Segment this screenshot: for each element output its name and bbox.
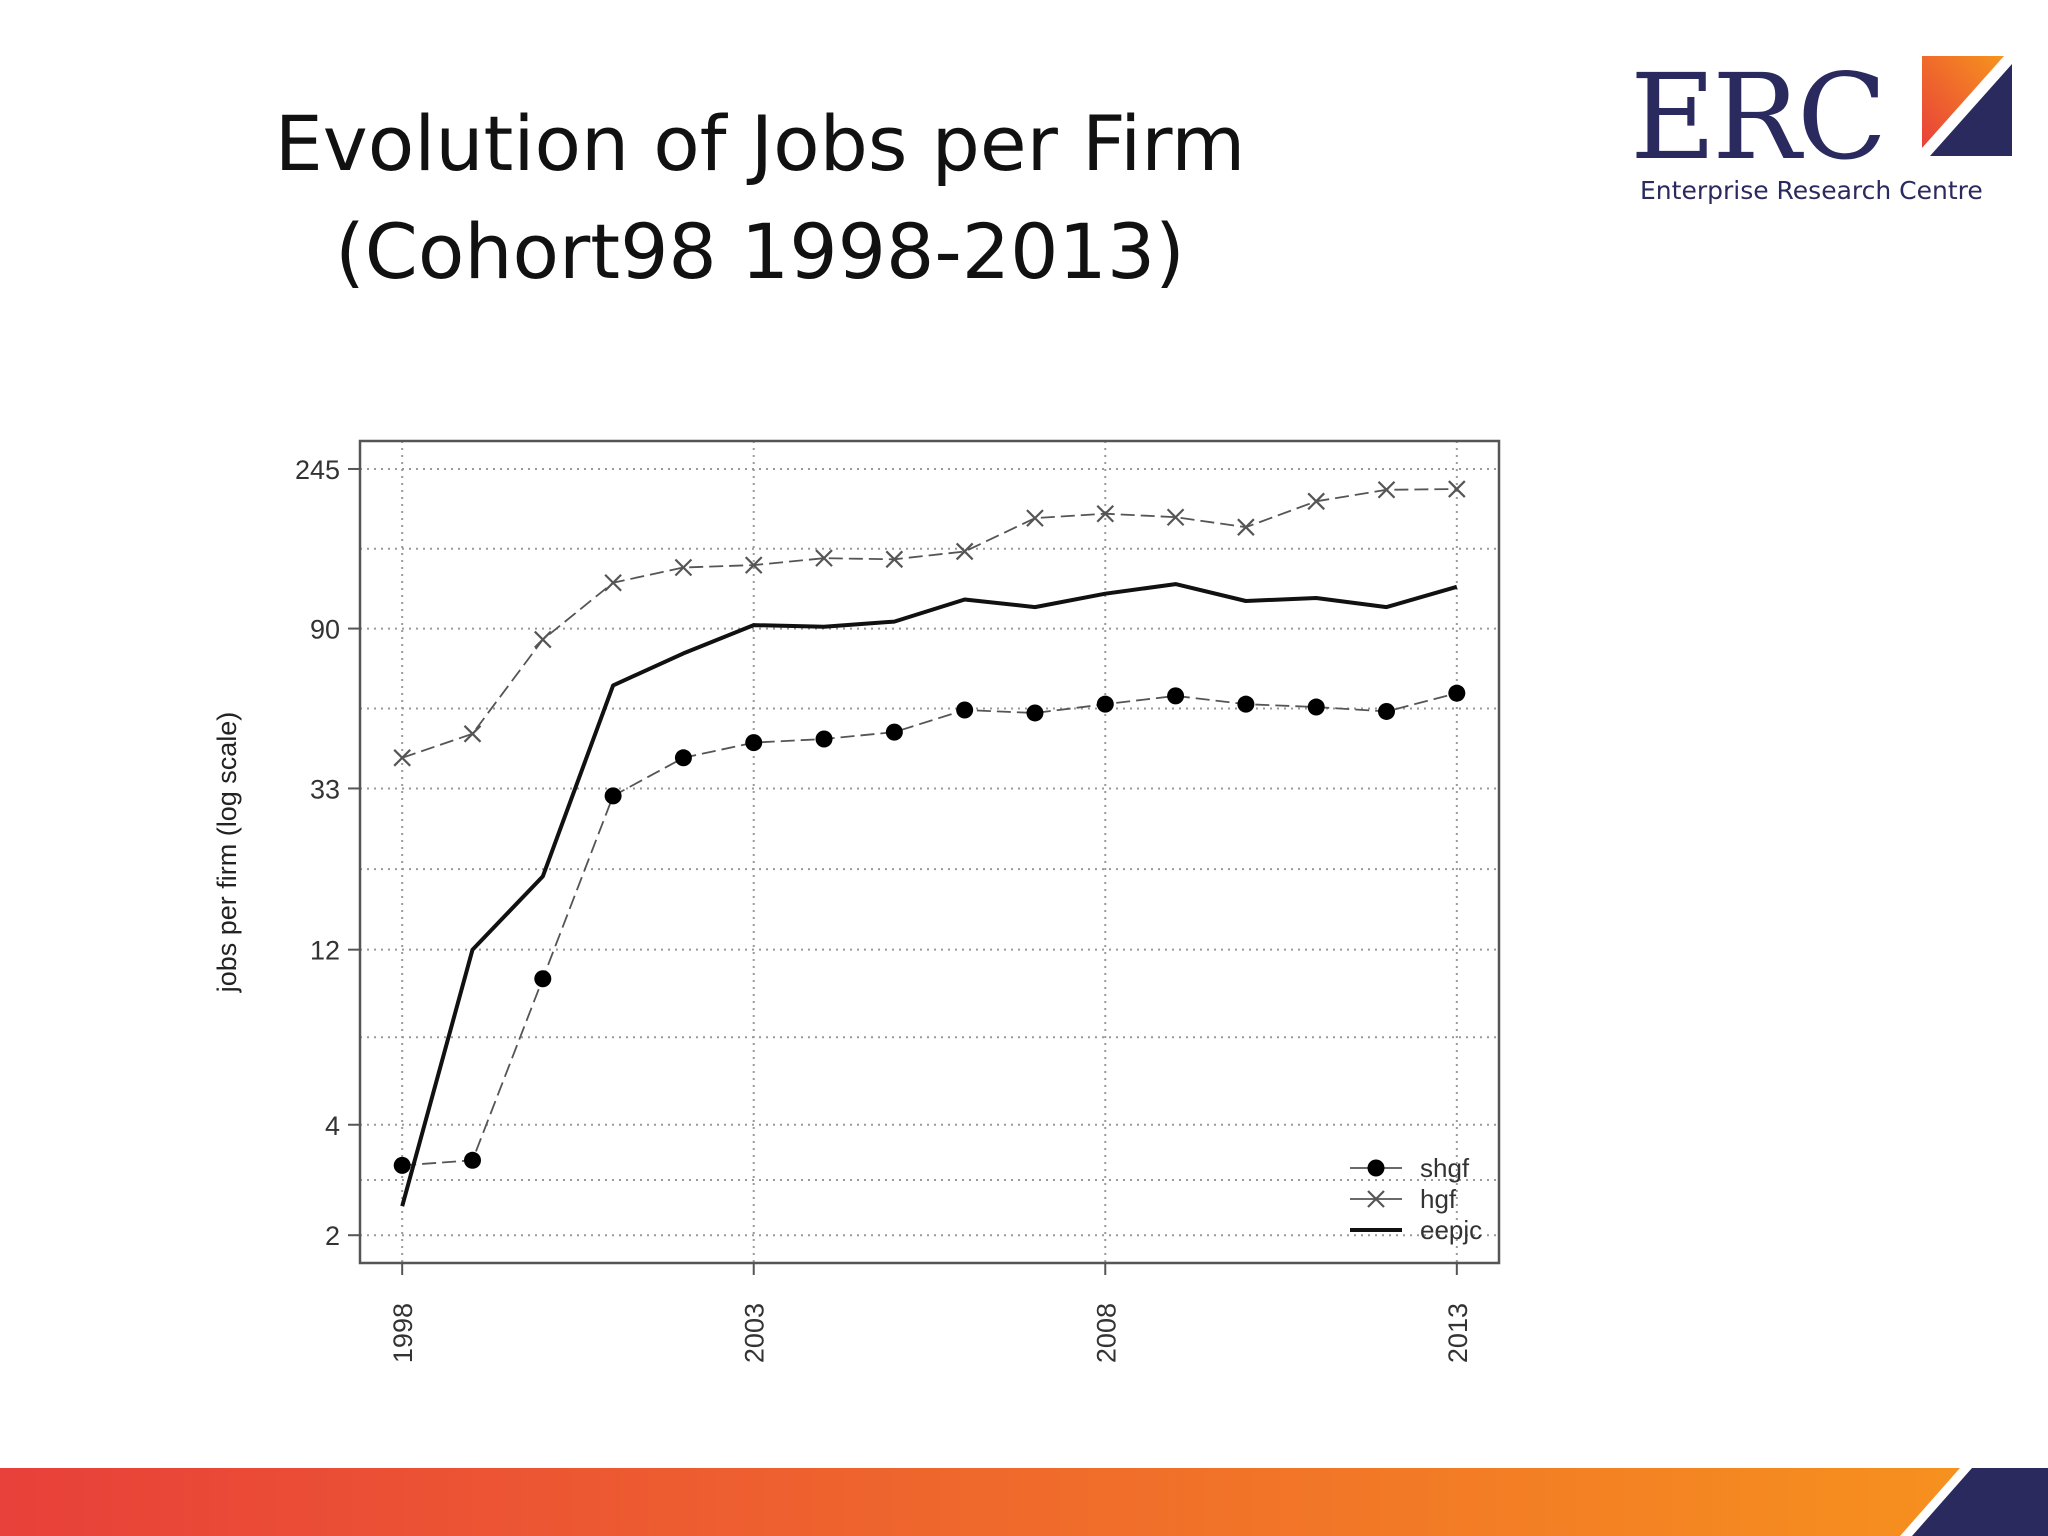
legend-label: hgf: [1420, 1184, 1457, 1214]
series-line: [401, 488, 1457, 759]
series-line: [400, 582, 1458, 1207]
data-point: [745, 734, 763, 752]
data-point: [534, 970, 552, 988]
logo-tagline: Enterprise Research Centre: [1640, 176, 1983, 205]
data-point-stroke: [955, 542, 974, 561]
data-point-stroke: [885, 550, 904, 569]
x-tick-label: 1998: [388, 1303, 418, 1363]
legend-label: shgf: [1420, 1153, 1470, 1183]
data-point: [674, 558, 693, 577]
data-point: [674, 749, 692, 767]
data-point-stroke: [1237, 518, 1255, 536]
data-point: [885, 723, 903, 741]
slide-title: Evolution of Jobs per Firm (Cohort98 199…: [180, 90, 1340, 306]
erc-logo: ERC Enterprise Research Centre: [1630, 48, 2012, 222]
data-point-stroke: [534, 630, 552, 649]
data-point-stroke: [1166, 508, 1185, 526]
data-point-stroke: [674, 558, 693, 577]
data-point: [815, 730, 833, 748]
legend-item-shgf: shgf: [1350, 1153, 1470, 1183]
data-point: [463, 725, 482, 743]
data-point: [1448, 480, 1466, 498]
series-shgf: [393, 684, 1466, 1174]
y-tick-label: 4: [325, 1111, 340, 1141]
data-point-stroke: [463, 725, 482, 743]
data-point: [1237, 695, 1255, 713]
data-point-stroke: [1096, 504, 1115, 523]
data-point-stroke: [604, 573, 622, 592]
data-point: [744, 556, 763, 574]
y-tick-label: 2: [325, 1221, 340, 1251]
data-point: [955, 542, 974, 561]
data-point-stroke: [1448, 480, 1466, 498]
data-point: [393, 749, 411, 767]
data-point-stroke: [1026, 509, 1044, 527]
data-point: [1026, 509, 1044, 527]
data-point: [1377, 481, 1396, 499]
data-point: [604, 573, 622, 592]
y-tick-label: 33: [310, 774, 340, 804]
data-point-stroke: [815, 549, 833, 567]
y-tick-label: 90: [310, 615, 340, 645]
data-point-stroke: [1367, 1190, 1385, 1208]
jobs-per-firm-chart: 2 4 12 33 90 245 1998 2003 2008 2013 jobs per firm…: [212, 439, 1501, 1363]
x-tick-label: 2003: [740, 1303, 770, 1363]
chart-axes: 2 4 12 33 90 245 1998 2003 2008 2013 jobs per firm…: [212, 439, 1501, 1363]
legend-item-eepjc: eepjc: [1350, 1215, 1482, 1245]
y-tick-label: 245: [295, 455, 340, 485]
slide-title-line-2: (Cohort98 1998-2013): [335, 207, 1185, 296]
slide-title-line-1: Evolution of Jobs per Firm: [274, 99, 1246, 188]
data-point-stroke: [393, 749, 411, 767]
data-point: [463, 1151, 481, 1169]
data-point-stroke: [1377, 481, 1396, 499]
data-point: [1166, 508, 1185, 526]
chart-grid: [360, 441, 1499, 1263]
data-point: [815, 549, 833, 567]
data-point: [393, 1156, 411, 1174]
data-point: [1367, 1190, 1385, 1208]
x-tick-label: 2013: [1443, 1303, 1473, 1363]
data-point: [956, 701, 974, 719]
data-point: [534, 630, 552, 649]
chart-series: [393, 480, 1466, 1207]
plot-frame: [358, 439, 1501, 1265]
data-point: [1307, 492, 1325, 511]
data-point-stroke: [744, 556, 763, 574]
data-point: [885, 550, 904, 569]
y-tick-label: 12: [310, 936, 340, 966]
data-point: [1367, 1159, 1385, 1177]
data-point: [1237, 518, 1255, 536]
series-line: [402, 692, 1458, 1167]
data-point: [1448, 684, 1466, 702]
logo-wordmark: ERC: [1630, 48, 1887, 186]
data-point: [1096, 504, 1115, 523]
data-point: [1096, 695, 1114, 713]
series-hgf: [393, 480, 1466, 767]
data-point: [1307, 698, 1325, 716]
data-point: [1026, 704, 1044, 722]
data-point-stroke: [1307, 492, 1325, 511]
logo-slash-mark-icon: [1922, 56, 2012, 156]
series-eepjc: [400, 582, 1458, 1207]
y-axis-label: jobs per firm (log scale): [212, 712, 242, 994]
footer-bar: [0, 1468, 2048, 1536]
legend-item-hgf: hgf: [1350, 1184, 1457, 1214]
data-point: [1167, 687, 1185, 705]
legend-label: eepjc: [1420, 1215, 1482, 1245]
data-point: [1378, 702, 1396, 720]
data-point: [604, 787, 622, 805]
x-tick-label: 2008: [1091, 1303, 1121, 1363]
